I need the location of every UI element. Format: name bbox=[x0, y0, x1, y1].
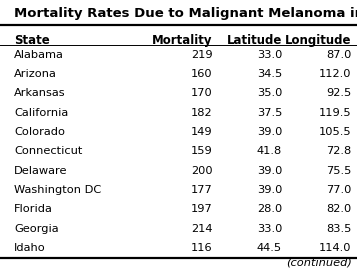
Text: 182: 182 bbox=[191, 108, 212, 118]
Text: 77.0: 77.0 bbox=[326, 185, 352, 195]
Text: 87.0: 87.0 bbox=[326, 50, 352, 60]
Text: 82.0: 82.0 bbox=[326, 204, 352, 214]
Text: 75.5: 75.5 bbox=[326, 166, 352, 176]
Text: 200: 200 bbox=[191, 166, 212, 176]
Text: Colorado: Colorado bbox=[14, 127, 65, 137]
Text: 33.0: 33.0 bbox=[257, 50, 282, 60]
Text: 83.5: 83.5 bbox=[326, 224, 352, 234]
Text: (continued): (continued) bbox=[286, 258, 352, 268]
Text: Delaware: Delaware bbox=[14, 166, 68, 176]
Text: 33.0: 33.0 bbox=[257, 224, 282, 234]
Text: 116: 116 bbox=[191, 243, 212, 253]
Text: 39.0: 39.0 bbox=[257, 185, 282, 195]
Text: 35.0: 35.0 bbox=[257, 89, 282, 98]
Text: 34.5: 34.5 bbox=[257, 69, 282, 79]
Text: 160: 160 bbox=[191, 69, 212, 79]
Text: 219: 219 bbox=[191, 50, 212, 60]
Text: 72.8: 72.8 bbox=[326, 146, 352, 157]
Text: Arizona: Arizona bbox=[14, 69, 57, 79]
Text: Mortality Rates Due to Malignant Melanoma in the U.S.: Mortality Rates Due to Malignant Melanom… bbox=[14, 7, 357, 20]
Text: 170: 170 bbox=[191, 89, 212, 98]
Text: 112.0: 112.0 bbox=[319, 69, 352, 79]
Text: 44.5: 44.5 bbox=[257, 243, 282, 253]
Text: 197: 197 bbox=[191, 204, 212, 214]
Text: Florida: Florida bbox=[14, 204, 53, 214]
Text: 159: 159 bbox=[191, 146, 212, 157]
Text: Idaho: Idaho bbox=[14, 243, 46, 253]
Text: Mortality: Mortality bbox=[152, 34, 212, 47]
Text: State: State bbox=[14, 34, 50, 47]
Text: 39.0: 39.0 bbox=[257, 166, 282, 176]
Text: 28.0: 28.0 bbox=[257, 204, 282, 214]
Text: Alabama: Alabama bbox=[14, 50, 64, 60]
Text: 214: 214 bbox=[191, 224, 212, 234]
Text: 177: 177 bbox=[191, 185, 212, 195]
Text: California: California bbox=[14, 108, 69, 118]
Text: Longitude: Longitude bbox=[285, 34, 352, 47]
Text: 105.5: 105.5 bbox=[319, 127, 352, 137]
Text: Georgia: Georgia bbox=[14, 224, 59, 234]
Text: 41.8: 41.8 bbox=[257, 146, 282, 157]
Text: 114.0: 114.0 bbox=[319, 243, 352, 253]
Text: 39.0: 39.0 bbox=[257, 127, 282, 137]
Text: 92.5: 92.5 bbox=[326, 89, 352, 98]
Text: Connecticut: Connecticut bbox=[14, 146, 83, 157]
Text: Latitude: Latitude bbox=[227, 34, 282, 47]
Text: Washington DC: Washington DC bbox=[14, 185, 101, 195]
Text: 37.5: 37.5 bbox=[257, 108, 282, 118]
Text: 149: 149 bbox=[191, 127, 212, 137]
Text: 119.5: 119.5 bbox=[319, 108, 352, 118]
Text: Arkansas: Arkansas bbox=[14, 89, 66, 98]
